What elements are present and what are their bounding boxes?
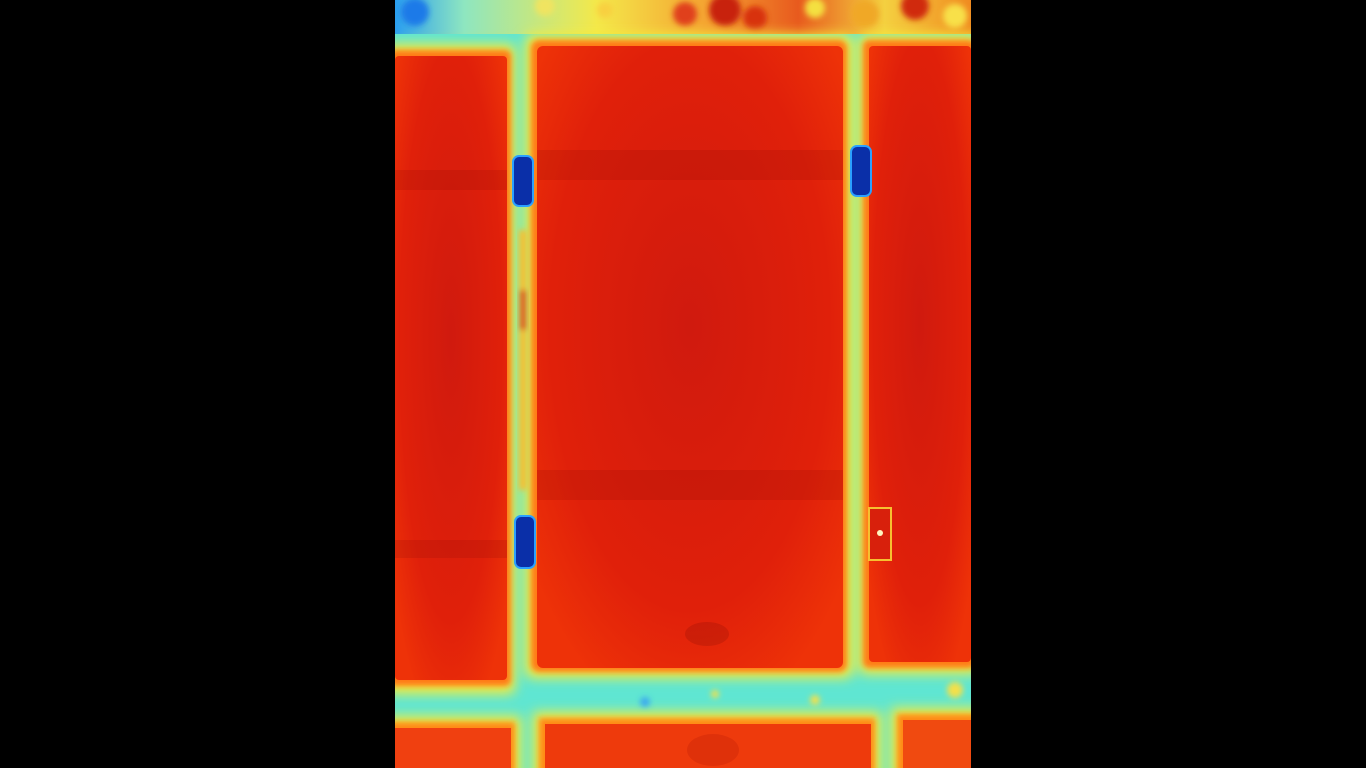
cold-box-left-lower [514,515,536,569]
panel-center [537,46,843,668]
letterbox-right [971,0,1366,768]
thermal-frame [395,0,971,768]
letterbox-left [0,0,395,768]
solar-panels [395,46,971,768]
panel-left [395,56,507,680]
gap-streak [519,230,527,490]
panel-banding [395,150,843,766]
junction-boxes [512,145,892,569]
hotspot-dot [877,530,883,536]
thermal-image [395,0,971,768]
gap-specks [640,682,963,707]
panel-bottom-left [395,728,511,768]
panel-bottom-right [903,720,971,768]
cold-box-left-upper [512,155,534,207]
top-vegetation-strip [395,0,971,34]
panel-bottom-center [545,724,871,768]
panel-right [869,46,971,662]
cold-box-right-upper [850,145,872,197]
